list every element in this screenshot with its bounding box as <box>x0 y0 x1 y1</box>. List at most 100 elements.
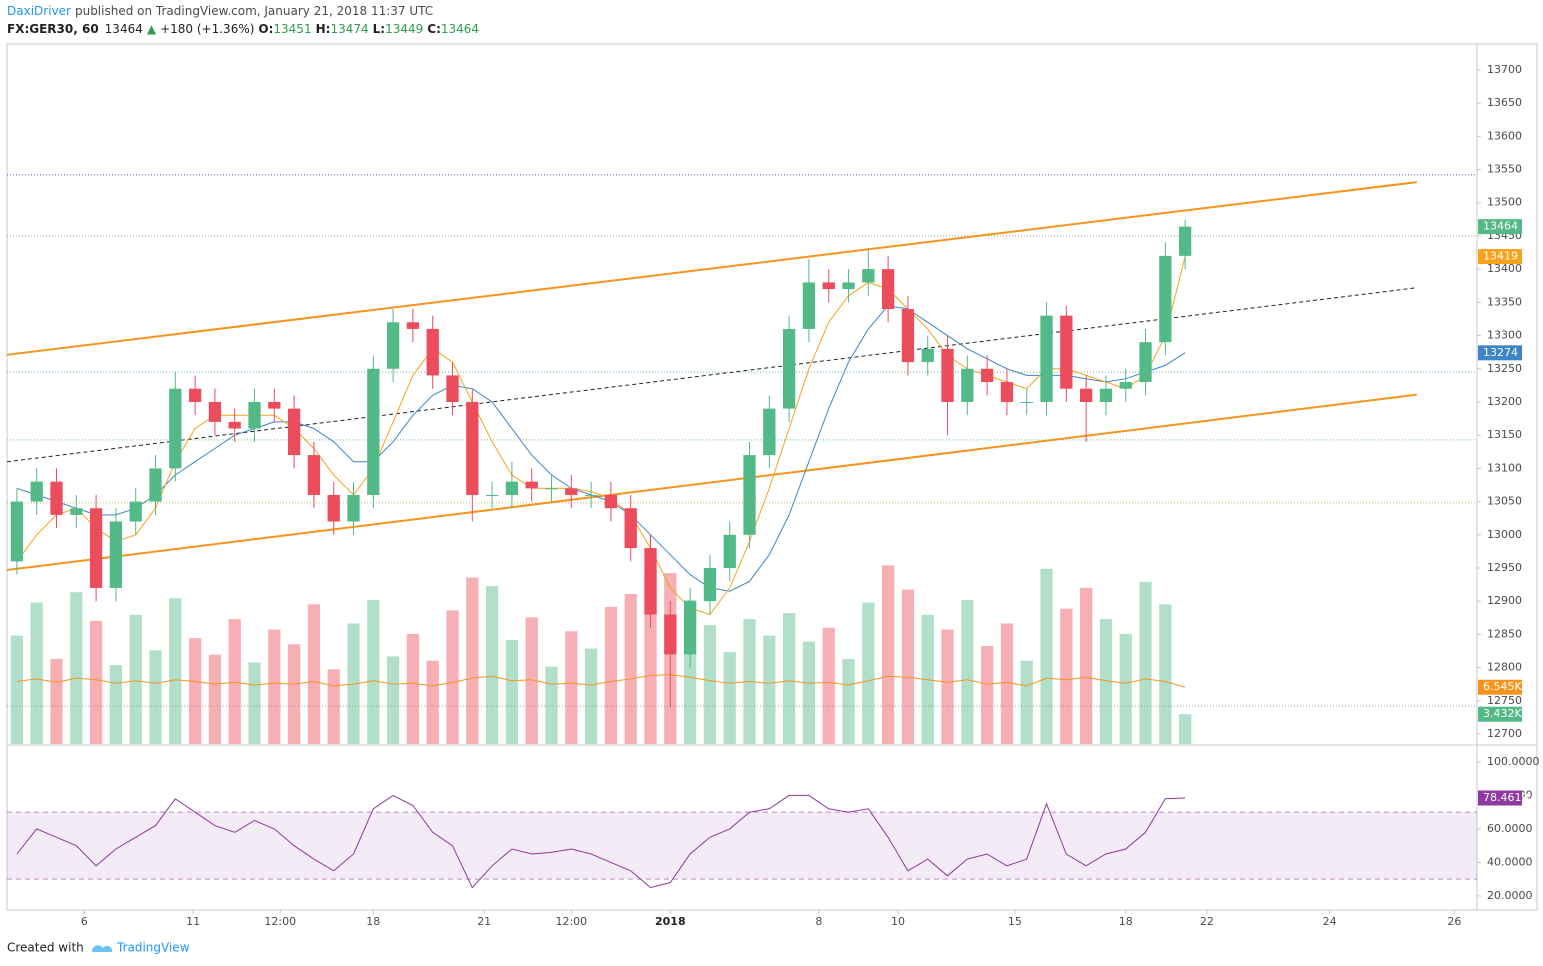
volume-bar <box>268 629 281 744</box>
open-label: O: <box>258 22 273 36</box>
volume-bar <box>149 650 162 744</box>
y-tick-label: 13350 <box>1487 295 1522 308</box>
candle-body <box>763 408 776 456</box>
volume-bar <box>169 598 182 744</box>
y-tick-label: 13250 <box>1487 362 1522 375</box>
y-tick-label: 13650 <box>1487 96 1522 109</box>
volume-bar <box>961 600 974 744</box>
candle-body <box>1139 342 1152 383</box>
footer-brand[interactable]: TradingView <box>116 941 190 955</box>
candle-body <box>426 328 439 376</box>
ma-fast <box>16 256 1186 616</box>
published: published on TradingView.com, January 21… <box>75 4 433 18</box>
candle-body <box>50 481 63 515</box>
candle-body <box>604 494 618 509</box>
volume-bar <box>188 638 202 744</box>
tradingview-logo <box>91 945 113 952</box>
volume-bar <box>446 610 459 744</box>
y-tick-label: 12950 <box>1487 561 1522 574</box>
volume-bar <box>1099 619 1113 744</box>
volume-bar <box>881 565 895 744</box>
symbol: FX:GER30, 60 <box>7 22 99 36</box>
low: 13449 <box>385 22 423 36</box>
candle-body <box>961 368 974 402</box>
ma-fast-label-box <box>1478 249 1522 265</box>
candle-body <box>1159 255 1172 343</box>
y-tick-label: 13300 <box>1487 329 1522 342</box>
volume-bar <box>287 644 301 744</box>
candle-body <box>782 328 796 409</box>
author[interactable]: DaxiDriver <box>7 4 71 18</box>
candle-body <box>208 401 222 422</box>
candle-body <box>802 282 816 329</box>
candle-body <box>505 481 519 495</box>
open: 13451 <box>273 22 311 36</box>
volume-ma-label-box <box>1478 679 1522 695</box>
x-tick-label: 11 <box>186 915 200 928</box>
y-tick-label: 13700 <box>1487 63 1522 76</box>
high-label: H: <box>316 22 331 36</box>
symbol-line: FX:GER30, 60 13464 ▲ +180 (+1.36%) O:13451 H:… <box>7 22 479 36</box>
y-tick-label: 13200 <box>1487 395 1522 408</box>
candle-body <box>1060 315 1073 389</box>
volume-bar <box>386 656 400 744</box>
x-tick-label: 15 <box>1008 915 1022 928</box>
candle-body <box>169 388 182 469</box>
volume-bar <box>1040 568 1053 744</box>
y-tick-label: 12900 <box>1487 594 1522 607</box>
x-tick-label: 18 <box>366 915 380 928</box>
volume-bar <box>406 633 420 744</box>
candle-body <box>723 534 736 569</box>
candle-body <box>446 375 459 402</box>
close: 13464 <box>441 22 479 36</box>
candle-body <box>89 508 103 588</box>
candle-body <box>367 368 380 495</box>
candle-body <box>525 481 538 489</box>
ma-fast-label: 13419 <box>1483 250 1518 263</box>
candle-body <box>1119 382 1132 389</box>
low-label: L: <box>373 22 385 36</box>
volume-bar <box>50 658 63 744</box>
candle-body <box>287 408 301 456</box>
rsi-line <box>16 794 1186 889</box>
last-price-label-box <box>1478 219 1522 235</box>
candle-body <box>109 521 123 588</box>
volume-bar <box>565 631 578 744</box>
ma-slow-label-box <box>1478 345 1522 361</box>
volume-bar <box>109 665 123 744</box>
x-tick-label: 2018 <box>655 915 686 928</box>
volume-bar <box>485 586 499 744</box>
volume-bar <box>604 606 618 744</box>
volume-bar <box>10 635 24 744</box>
candle-body <box>901 308 915 363</box>
y-tick-label: 13400 <box>1487 262 1522 275</box>
volume-bar <box>89 620 103 744</box>
rsi-last-label-box <box>1478 790 1522 806</box>
volume-bar <box>30 602 43 744</box>
candle-body <box>565 488 578 495</box>
volume-bar <box>1139 581 1152 744</box>
volume-bar <box>802 641 816 744</box>
volume-bar <box>525 617 538 744</box>
y-tick-label: 13050 <box>1487 495 1522 508</box>
candle-body <box>129 501 142 522</box>
volume-bar <box>1060 608 1073 744</box>
candle-body <box>584 494 598 496</box>
rsi-tick-label: 40.0000 <box>1487 855 1533 868</box>
candle-body <box>406 322 420 329</box>
candle-body <box>881 269 895 309</box>
candle-body <box>664 614 677 655</box>
candle-body <box>1000 382 1014 402</box>
arrow: ▲ <box>147 22 157 36</box>
candle-body <box>743 455 756 535</box>
volume-label: 3.432K <box>1483 707 1522 720</box>
chart-frame <box>6 43 1538 911</box>
trend-line <box>6 181 1417 356</box>
candle-body <box>30 481 43 502</box>
candle-body <box>545 488 558 490</box>
volume-bar <box>842 658 855 744</box>
volume-bar <box>862 602 875 744</box>
volume-bar <box>941 629 954 744</box>
volume-bar <box>763 635 776 744</box>
